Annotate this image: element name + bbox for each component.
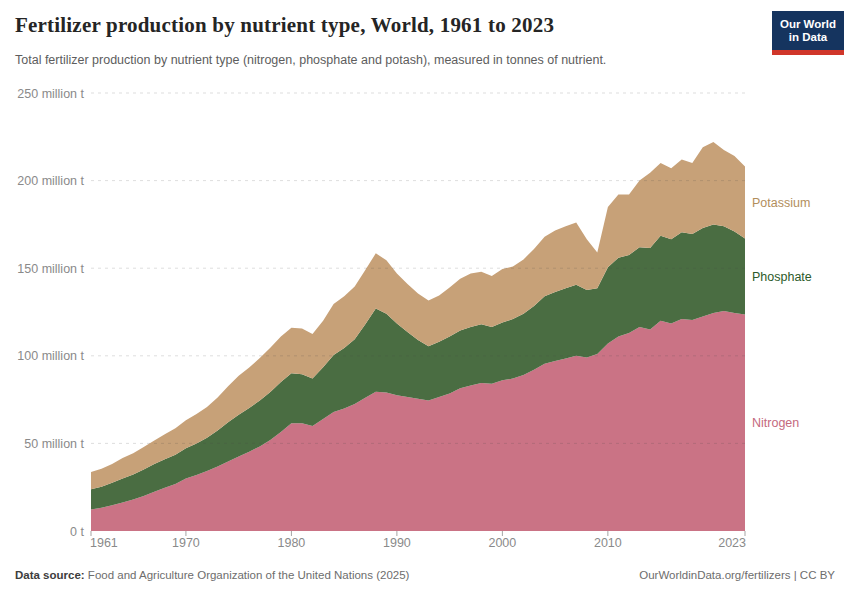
- data-source-label: Data source:: [15, 569, 85, 581]
- chart-subtitle: Total fertilizer production by nutrient …: [15, 53, 606, 67]
- owid-chart-page: Fertilizer production by nutrient type, …: [0, 0, 850, 600]
- y-tick-label: 150 million t: [17, 262, 84, 276]
- legend-label-phosphate[interactable]: Phosphate: [752, 270, 812, 284]
- legend-label-potassium[interactable]: Potassium: [752, 196, 810, 210]
- y-tick-label: 0 t: [70, 525, 84, 539]
- x-tick-label: 2010: [594, 536, 622, 550]
- owid-logo[interactable]: Our World in Data: [772, 11, 844, 55]
- y-tick-label: 200 million t: [17, 174, 84, 188]
- chart-title: Fertilizer production by nutrient type, …: [15, 13, 755, 38]
- x-tick-label: 1970: [172, 536, 200, 550]
- x-tick-label: 1961: [90, 536, 118, 550]
- y-axis: 0 t 50 million t 100 million t 150 million …: [17, 87, 84, 539]
- y-tick-label: 250 million t: [17, 87, 84, 101]
- x-tick-label: 1980: [278, 536, 306, 550]
- chart-areas: [91, 142, 745, 531]
- x-tick-label: 1990: [383, 536, 411, 550]
- series-legend: Nitrogen Phosphate Potassium: [752, 196, 812, 430]
- owid-logo-line2: in Data: [776, 31, 840, 44]
- x-axis: 1961 1970 1980 1990 2000 2010 2023: [90, 531, 746, 550]
- y-tick-label: 100 million t: [17, 349, 84, 363]
- footer-link[interactable]: OurWorldinData.org/fertilizers | CC BY: [639, 569, 835, 581]
- owid-logo-line1: Our World: [776, 18, 840, 31]
- stacked-area-chart[interactable]: 0 t 50 million t 100 million t 150 million …: [0, 85, 850, 560]
- data-source-text: Food and Agriculture Organization of the…: [85, 569, 410, 581]
- x-tick-label: 2000: [488, 536, 516, 550]
- x-tick-label: 2023: [718, 536, 746, 550]
- y-tick-label: 50 million t: [24, 437, 84, 451]
- legend-label-nitrogen[interactable]: Nitrogen: [752, 416, 799, 430]
- data-source: Data source: Food and Agriculture Organi…: [15, 569, 409, 581]
